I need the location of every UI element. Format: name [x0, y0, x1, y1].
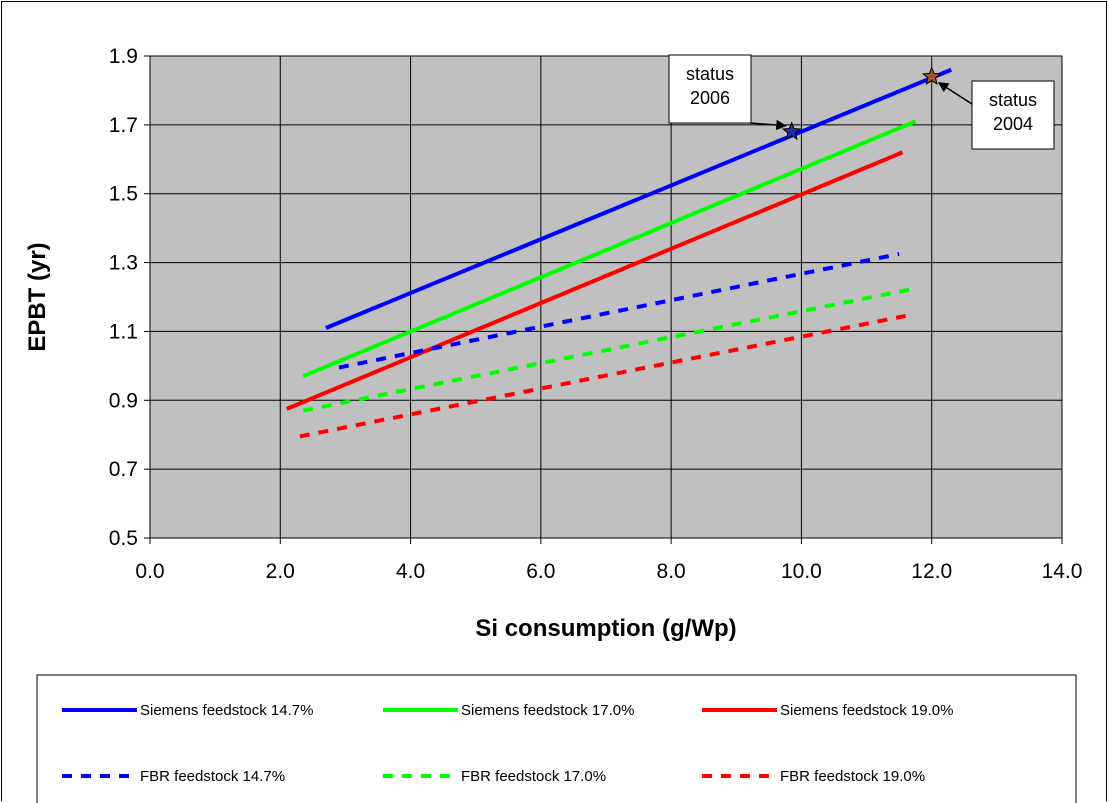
legend-label: FBR feedstock 19.0% — [780, 768, 925, 785]
y-tick-label: 1.5 — [109, 183, 138, 206]
x-tick-label: 10.0 — [781, 560, 822, 583]
callout-arrow-1 — [749, 119, 787, 131]
y-tick-label: 1.9 — [109, 45, 138, 68]
x-tick-label: 4.0 — [396, 560, 425, 583]
series-line-3 — [286, 150, 904, 411]
series-line-5 — [302, 286, 916, 413]
legend-label: Siemens feedstock 14.7% — [140, 702, 313, 719]
x-axis-title: Si consumption (g/Wp) — [475, 615, 736, 642]
y-tick-label: 0.9 — [109, 389, 138, 412]
x-tick-label: 0.0 — [135, 560, 164, 583]
callout-text: status — [989, 90, 1037, 110]
y-tick-label: 1.7 — [109, 114, 138, 137]
callout-box-2 — [971, 80, 1055, 150]
legend-label: Siemens feedstock 17.0% — [461, 702, 634, 719]
x-tick-label: 12.0 — [911, 560, 952, 583]
series-line-1 — [325, 67, 953, 330]
plot-area — [149, 55, 1063, 539]
x-tick-label: 8.0 — [657, 560, 686, 583]
series-line-4 — [338, 252, 900, 370]
legend-label: FBR feedstock 14.7% — [140, 768, 285, 785]
callout-text: status — [686, 64, 734, 84]
series-line-6 — [299, 313, 907, 439]
x-tick-label: 14.0 — [1042, 560, 1083, 583]
y-axis-title: EPBT (yr) — [24, 242, 51, 351]
legend-box — [36, 674, 1077, 803]
callout-text: 2006 — [690, 88, 730, 108]
y-tick-label: 0.5 — [109, 527, 138, 550]
legend-label: FBR feedstock 17.0% — [461, 768, 606, 785]
callout-box-1 — [668, 54, 752, 124]
y-tick-label: 0.7 — [109, 458, 138, 481]
x-tick-label: 2.0 — [266, 560, 295, 583]
callout-arrow-2 — [937, 82, 973, 105]
callout-text: 2004 — [993, 114, 1033, 134]
status-star-marker-2 — [921, 66, 942, 85]
x-tick-label: 6.0 — [526, 560, 555, 583]
series-line-2 — [302, 119, 917, 379]
y-tick-label: 1.1 — [109, 320, 138, 343]
y-tick-label: 1.3 — [109, 252, 138, 275]
legend-label: Siemens feedstock 19.0% — [780, 702, 953, 719]
